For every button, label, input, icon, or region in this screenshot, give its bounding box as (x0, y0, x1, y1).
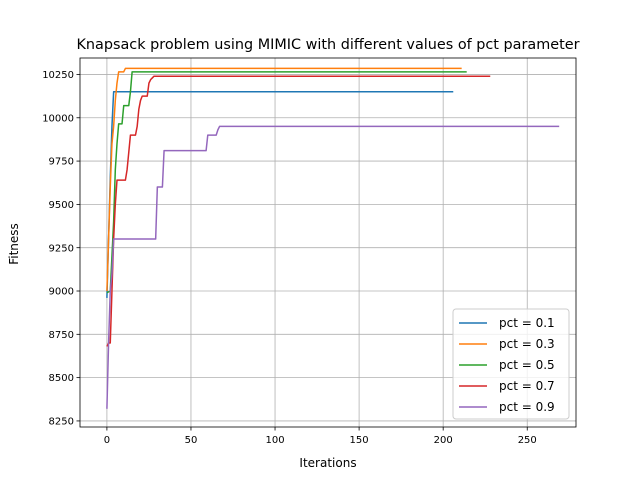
x-axis-label: Iterations (299, 456, 356, 470)
series-line-2 (106, 67, 462, 292)
legend: pct = 0.1 pct = 0.3 pct = 0.5 pct = 0.7 pct … (452, 308, 570, 420)
x-tick-label: 150 (350, 435, 369, 446)
y-tick-label: 10250 (42, 70, 74, 81)
y-tick-label: 8750 (49, 330, 74, 341)
y-tick-label: 8500 (49, 373, 74, 384)
y-axis: 8250 8500 8750 9000 9250 9500 9750 10000 10250 (42, 70, 80, 428)
x-tick-label: 50 (185, 435, 198, 446)
legend-label: pct = 0.1 (499, 316, 555, 330)
y-tick-label: 9250 (49, 243, 74, 254)
y-tick-label: 9000 (49, 287, 74, 298)
x-tick-label: 200 (434, 435, 453, 446)
y-tick-label: 9500 (49, 200, 74, 211)
legend-label: pct = 0.7 (499, 379, 555, 393)
plot-area-frame (79, 57, 577, 428)
y-axis-label: Fitness (7, 223, 21, 265)
grid-lines (80, 58, 576, 427)
y-tick-label: 9750 (49, 157, 74, 168)
data-series (106, 67, 560, 409)
y-tick-label: 10000 (42, 113, 74, 124)
x-tick-label: 100 (265, 435, 284, 446)
series-line-5 (106, 125, 560, 409)
legend-box (452, 308, 570, 420)
chart-title: Knapsack problem using MIMIC with differ… (76, 37, 579, 53)
y-tick-label: 8250 (49, 417, 74, 428)
x-axis: 0 50 100 150 200 250 (104, 427, 537, 446)
legend-label: pct = 0.5 (499, 358, 555, 372)
legend-label: pct = 0.3 (499, 337, 555, 351)
x-tick-label: 250 (518, 435, 537, 446)
series-line-3 (106, 71, 467, 294)
x-tick-label: 0 (104, 435, 110, 446)
legend-label: pct = 0.9 (499, 400, 555, 414)
